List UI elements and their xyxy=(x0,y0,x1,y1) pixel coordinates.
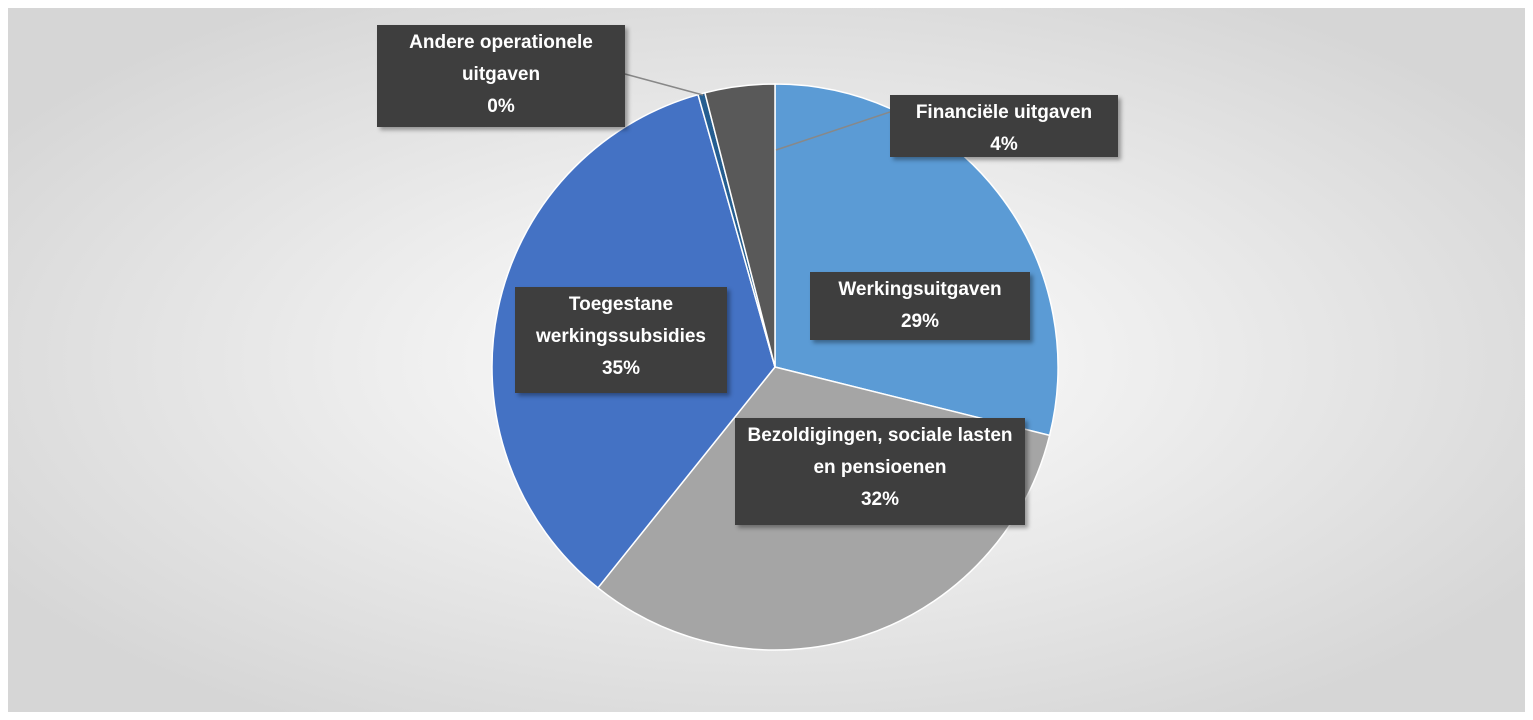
leader-line xyxy=(775,111,891,151)
leader-line xyxy=(624,73,704,96)
data-label: Bezoldigingen, sociale lasten en pensioe… xyxy=(735,418,1025,525)
pie-slice xyxy=(703,83,776,368)
data-label: Toegestane werkingssubsidies 35% xyxy=(515,287,727,393)
label-value: 35% xyxy=(601,358,641,379)
label-category: Financiële uitgaven xyxy=(915,102,1093,123)
label-category: Toegestane werkingssubsidies xyxy=(535,294,706,347)
label-value: 29% xyxy=(900,311,940,332)
label-category: Werkingsuitgaven xyxy=(838,279,1002,300)
data-label: Werkingsuitgaven 29% xyxy=(810,272,1030,340)
data-label: Financiële uitgaven 4% xyxy=(890,95,1118,157)
label-value: 4% xyxy=(990,134,1018,155)
label-category: Bezoldigingen, sociale lasten en pensioe… xyxy=(747,425,1013,478)
data-label: Andere operationele uitgaven 0% xyxy=(377,25,625,127)
label-value: 32% xyxy=(860,489,900,510)
pie-slice xyxy=(774,83,1059,437)
label-value: 0% xyxy=(487,96,515,117)
label-category: Andere operationele uitgaven xyxy=(409,32,593,85)
